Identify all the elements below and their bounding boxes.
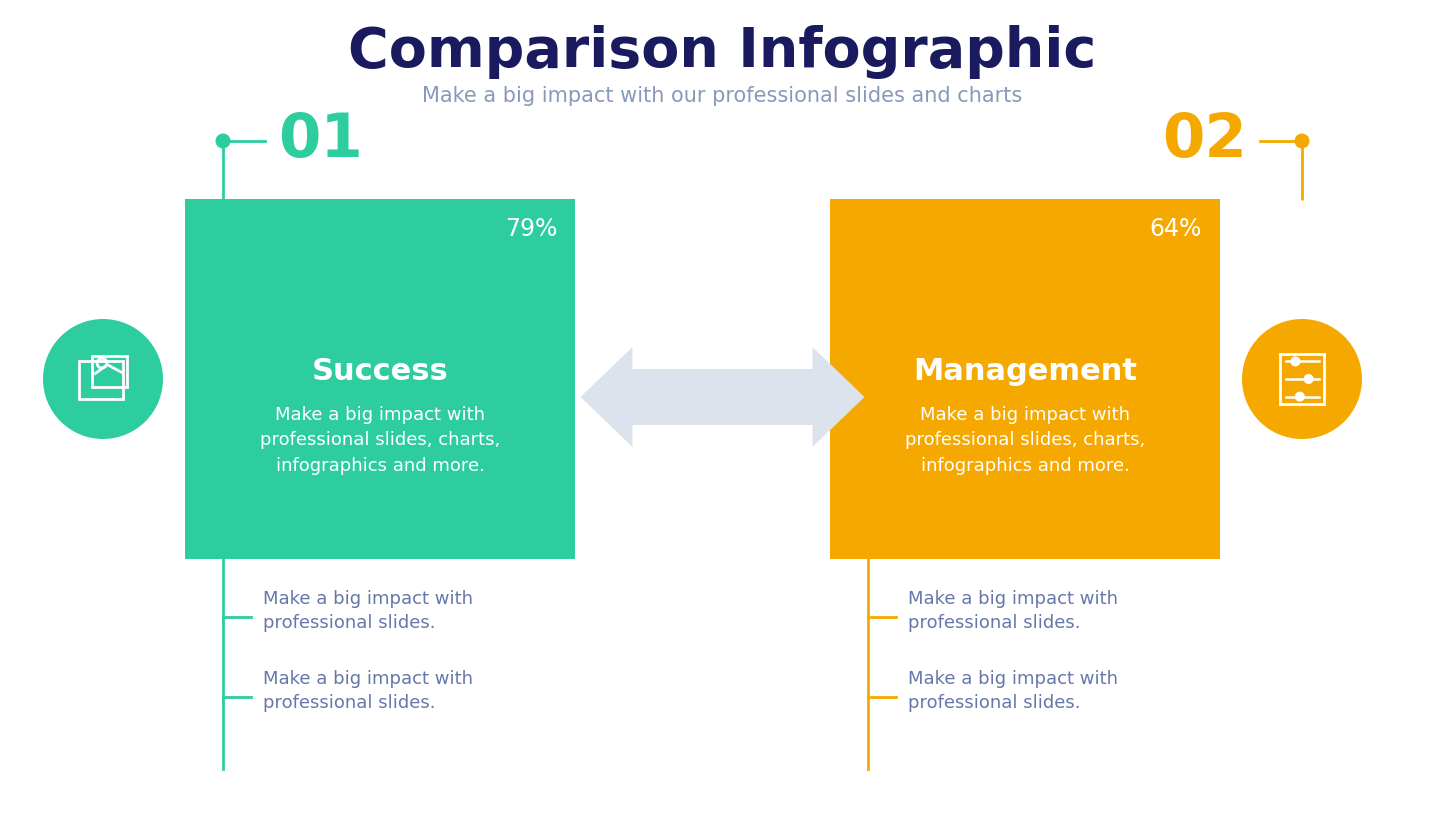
Text: Make a big impact with
professional slides.: Make a big impact with professional slid… [907,670,1118,712]
FancyBboxPatch shape [185,199,575,559]
Circle shape [1296,392,1303,400]
Circle shape [1243,319,1363,439]
Text: 79%: 79% [504,217,556,241]
Text: Management: Management [913,357,1137,387]
Circle shape [1292,357,1299,365]
Text: Make a big impact with
professional slides.: Make a big impact with professional slid… [263,670,473,712]
Text: Make a big impact with
professional slides.: Make a big impact with professional slid… [907,590,1118,632]
FancyBboxPatch shape [829,199,1220,559]
Circle shape [43,319,163,439]
Circle shape [1305,375,1312,383]
Text: Make a big impact with our professional slides and charts: Make a big impact with our professional … [422,86,1023,106]
Text: 01: 01 [277,112,363,170]
Circle shape [215,133,231,148]
Text: Make a big impact with
professional slides, charts,
infographics and more.: Make a big impact with professional slid… [905,405,1144,475]
Polygon shape [581,347,864,447]
Text: Success: Success [312,357,448,387]
Text: 02: 02 [1162,112,1247,170]
Text: Make a big impact with
professional slides.: Make a big impact with professional slid… [263,590,473,632]
Text: Make a big impact with
professional slides, charts,
infographics and more.: Make a big impact with professional slid… [260,405,500,475]
Text: Comparison Infographic: Comparison Infographic [348,25,1097,79]
Text: 64%: 64% [1150,217,1202,241]
Circle shape [1295,133,1309,148]
